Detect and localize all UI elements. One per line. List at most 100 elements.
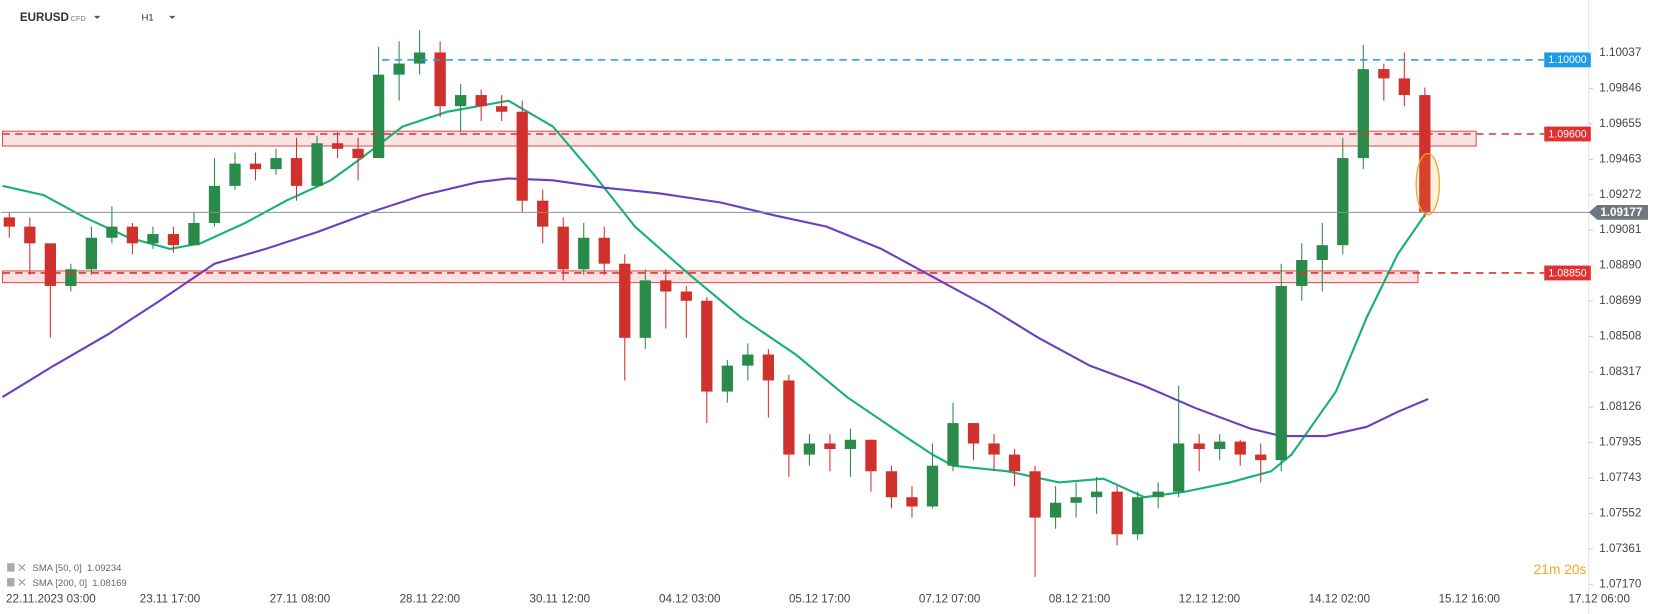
level-tag: [1544, 126, 1591, 142]
candle-body: [680, 291, 692, 301]
x-tick-label: 07.12 07:00: [919, 592, 981, 605]
y-tick-label: 1.09272: [1599, 188, 1641, 201]
candle-body: [660, 280, 672, 292]
y-tick-label: 1.09846: [1599, 81, 1641, 94]
zone: [1, 130, 1477, 147]
candle-body: [1275, 285, 1287, 461]
candle-body: [783, 380, 795, 455]
candle-body: [762, 354, 775, 381]
candle-body: [967, 423, 980, 444]
candle-body: [167, 234, 180, 246]
candle-body: [1008, 454, 1021, 472]
candle-body: [1419, 95, 1431, 212]
candle-body: [885, 471, 898, 498]
candle-body: [249, 163, 262, 170]
candle-body: [537, 200, 549, 227]
x-tick-label: 12.12 12:00: [1179, 592, 1241, 605]
candle-body: [496, 106, 508, 112]
legend-remove[interactable]: [18, 578, 26, 586]
candle-body: [475, 95, 487, 107]
legend-value: 1.08169: [92, 578, 126, 589]
candle-body: [1357, 69, 1369, 159]
candle-body: [1398, 78, 1410, 96]
candle-body: [352, 148, 364, 159]
candle-body: [455, 95, 467, 107]
candle-body: [926, 465, 939, 507]
candle-body: [803, 443, 816, 455]
x-tick-label: 27.11 08:00: [270, 592, 331, 605]
candle-body: [1337, 158, 1349, 246]
highlight-ellipse: [1415, 152, 1441, 216]
candle-body: [1193, 443, 1205, 450]
legend-name: SMA [200, 0]: [33, 578, 87, 589]
candle-body: [208, 185, 221, 223]
sma-line: [1, 177, 1429, 438]
instrument-type: CFD: [71, 14, 86, 23]
y-tick-label: 1.07935: [1599, 436, 1641, 449]
symbol[interactable]: EURUSD: [20, 11, 69, 24]
x-tick-label: 28.11 22:00: [400, 592, 461, 605]
candle-body: [1111, 491, 1123, 535]
legend-icon[interactable]: [7, 578, 15, 587]
candle-timer: 21m 20s: [1534, 562, 1587, 577]
current-price-label: 1.09177: [1600, 206, 1642, 219]
candle-body: [270, 158, 282, 170]
candle-body: [372, 74, 385, 159]
candle-body: [65, 269, 77, 286]
candle-body: [311, 143, 323, 186]
x-tick-label: 05.12 17:00: [789, 592, 851, 605]
candle-body: [106, 226, 118, 238]
y-tick-label: 1.10037: [1599, 46, 1641, 59]
timeframe-dropdown[interactable]: [169, 15, 176, 20]
candle-body: [147, 234, 159, 244]
candle-body: [1070, 497, 1082, 503]
candle-body: [1316, 245, 1328, 260]
level-tag-label: 1.09600: [1548, 128, 1586, 140]
candle-body: [1378, 69, 1390, 79]
candle-body: [413, 52, 426, 64]
x-tick-label: 17.12 06:00: [1569, 592, 1631, 605]
level-tag-label: 1.10000: [1548, 54, 1586, 66]
candle-body: [1029, 471, 1041, 518]
level-tag: [1544, 52, 1591, 68]
candle-body: [988, 443, 1000, 455]
candle-body: [578, 237, 590, 270]
level-tag-label: 1.08850: [1548, 267, 1586, 279]
candle-body: [44, 243, 56, 286]
candle-body: [865, 439, 877, 472]
symbol-dropdown[interactable]: [93, 15, 101, 20]
candle-body: [434, 52, 446, 107]
level-tag: [1544, 265, 1591, 281]
y-tick-label: 1.08126: [1599, 400, 1641, 413]
timeframe[interactable]: H1: [142, 13, 154, 24]
zone: [1, 270, 1419, 284]
candle-body: [3, 217, 15, 227]
candle-body: [393, 63, 405, 75]
candle-body: [844, 439, 857, 450]
x-tick-label: 30.11 12:00: [530, 592, 591, 605]
y-tick-label: 1.08890: [1599, 259, 1642, 272]
y-tick-label: 1.07170: [1599, 577, 1642, 590]
y-tick-label: 1.09081: [1599, 223, 1641, 236]
legend-value: 1.09234: [87, 563, 122, 574]
candle-body: [229, 163, 241, 186]
candle-body: [701, 300, 713, 392]
x-tick-label: 15.12 16:00: [1439, 592, 1501, 605]
candle-body: [516, 111, 528, 201]
candle-body: [1049, 502, 1062, 518]
y-tick-label: 1.09655: [1599, 117, 1641, 130]
candle-body: [1132, 497, 1144, 535]
legend-remove[interactable]: [18, 563, 26, 571]
candle-body: [639, 280, 651, 338]
candle-body: [619, 263, 631, 338]
candle-body: [290, 158, 303, 186]
candle-body: [1152, 491, 1164, 498]
candle-body: [824, 443, 836, 450]
x-tick-label: 23.11 17:00: [140, 592, 201, 605]
candle-body: [24, 226, 36, 244]
legend-icon[interactable]: [7, 563, 15, 572]
x-tick-label: 04.12 03:00: [659, 592, 721, 605]
plot: [0, 30, 1589, 577]
